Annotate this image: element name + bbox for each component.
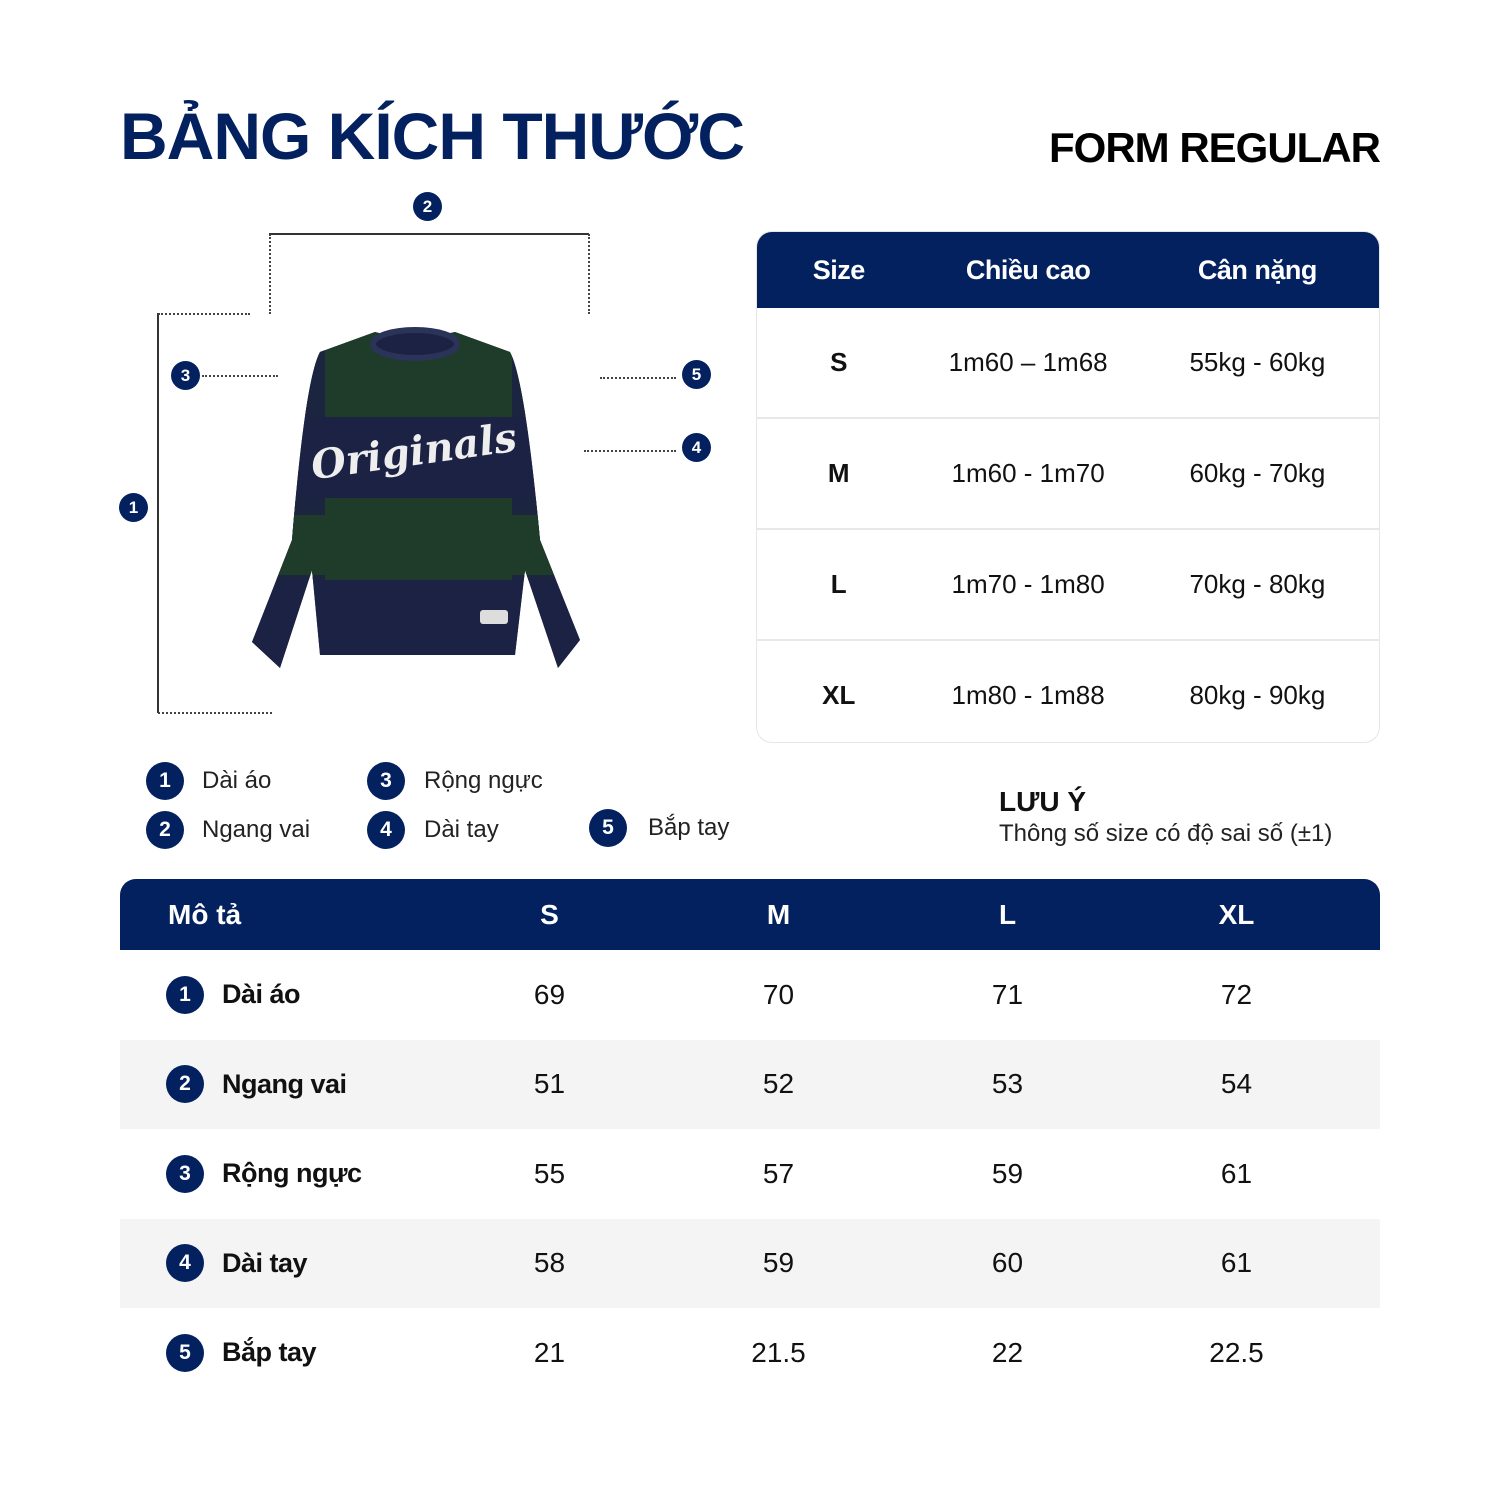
value-cell: 60: [991, 1247, 1024, 1279]
value-cell: 55: [533, 1157, 566, 1189]
value-cell: 61: [1220, 1157, 1253, 1189]
bicep-guide: [600, 377, 676, 379]
patch-label: [480, 610, 508, 624]
page-title: BẢNG KÍCH THƯỚC: [120, 99, 745, 173]
value-cell: 52: [762, 1068, 795, 1100]
height-cell: 1m80 - 1m88: [951, 680, 1105, 710]
header-size: Size: [812, 254, 866, 285]
value-cell: 21.5: [751, 1336, 806, 1368]
header-m: M: [766, 898, 791, 930]
length-guide-bottom: [158, 712, 272, 714]
description-cell: 2 Ngang vai: [120, 1065, 435, 1104]
value-cell: 22: [991, 1336, 1024, 1368]
shoulder-line: [269, 233, 589, 235]
size-fit-table: Size Chiều cao Cân nặng S 1m60 – 1m68 55kg…: [756, 231, 1380, 743]
value-cell: 70: [762, 978, 795, 1010]
height-cell: 1m70 - 1m80: [951, 569, 1105, 599]
legend-label: Dài áo: [202, 767, 272, 794]
description-cell: 5 Bắp tay: [120, 1333, 435, 1372]
value-cell: 57: [762, 1157, 795, 1189]
legend-badge-2: 2: [146, 811, 184, 849]
header-height: Chiều cao: [965, 254, 1091, 285]
legend-label: Rộng ngực: [424, 767, 543, 794]
legend-badge-3: 3: [367, 762, 405, 800]
value-cell: 51: [533, 1068, 566, 1100]
marker-2: 2: [413, 192, 442, 221]
header-xl: XL: [1218, 898, 1255, 930]
number-badge: 3: [166, 1154, 204, 1193]
height-cell: 1m60 – 1m68: [948, 347, 1108, 377]
size-cell: M: [827, 458, 850, 488]
measurement-row: 2 Ngang vai 51 52 53 54: [120, 1039, 1380, 1129]
sleeve-guide: [584, 450, 676, 452]
header-weight: Cân nặng: [1197, 254, 1318, 285]
legend-badge-1: 1: [146, 762, 184, 800]
number-badge: 1: [166, 975, 204, 1014]
shoulder-guide-left: [269, 234, 271, 314]
weight-cell: 55kg - 60kg: [1189, 347, 1326, 377]
measurement-label: Bắp tay: [222, 1337, 317, 1368]
number-badge: 2: [166, 1065, 204, 1104]
value-cell: 21: [533, 1336, 566, 1368]
value-cell: 53: [991, 1068, 1024, 1100]
description-cell: 4 Dài tay: [120, 1244, 435, 1283]
length-line: [157, 313, 159, 713]
measurement-label: Rộng ngực: [222, 1158, 362, 1189]
marker-4: 4: [682, 433, 711, 462]
measurement-table: Mô tả S M L XL 1 Dài áo 69 70 71 72 2 Ngang vai…: [120, 879, 1380, 1397]
weight-cell: 80kg - 90kg: [1189, 680, 1326, 710]
value-cell: 54: [1220, 1068, 1253, 1100]
legend-badge-4: 4: [367, 811, 405, 849]
number-badge: 5: [166, 1333, 204, 1372]
measurement-header: Mô tả S M L XL: [120, 879, 1380, 950]
weight-cell: 60kg - 70kg: [1189, 458, 1326, 488]
size-fit-header: Size Chiều cao Cân nặng: [757, 232, 1379, 308]
marker-5: 5: [682, 360, 711, 389]
description-cell: 1 Dài áo: [120, 975, 435, 1014]
legend-badge-5: 5: [589, 809, 627, 847]
legend-label: Ngang vai: [202, 816, 311, 843]
value-cell: 59: [991, 1157, 1024, 1189]
marker-1: 1: [119, 493, 148, 522]
measurement-label: Ngang vai: [222, 1068, 347, 1099]
legend-label: Bắp tay: [648, 814, 730, 841]
chest-guide: [202, 375, 278, 377]
measurement-label: Dài tay: [222, 1247, 308, 1278]
sweatshirt-image: Originals: [252, 327, 580, 668]
description-cell: 3 Rộng ngực: [120, 1154, 435, 1193]
measurement-row: 3 Rộng ngực 55 57 59 61: [120, 1129, 1380, 1219]
weight-cell: 70kg - 80kg: [1189, 569, 1326, 599]
height-cell: 1m60 - 1m70: [951, 458, 1105, 488]
size-fit-row: XL 1m80 - 1m88 80kg - 90kg: [757, 639, 1379, 742]
number-badge: 4: [166, 1244, 204, 1283]
length-guide-top: [158, 313, 250, 315]
header-s: S: [540, 898, 559, 930]
size-fit-row: M 1m60 - 1m70 60kg - 70kg: [757, 417, 1379, 528]
value-cell: 69: [533, 978, 566, 1010]
note-text: Thông số size có độ sai số (±1): [999, 820, 1333, 847]
size-cell: S: [830, 347, 848, 377]
marker-3: 3: [171, 361, 200, 390]
value-cell: 72: [1220, 978, 1253, 1010]
value-cell: 58: [533, 1247, 566, 1279]
size-cell: L: [830, 569, 847, 599]
size-cell: XL: [822, 680, 856, 710]
value-cell: 22.5: [1209, 1336, 1264, 1368]
measurement-row: 4 Dài tay 58 59 60 61: [120, 1218, 1380, 1308]
shoulder-guide-right: [588, 234, 590, 314]
header-l: L: [998, 898, 1017, 930]
size-fit-row: S 1m60 – 1m68 55kg - 60kg: [757, 308, 1379, 417]
value-cell: 71: [991, 978, 1024, 1010]
measurement-row: 5 Bắp tay 21 21.5 22 22.5: [120, 1308, 1380, 1397]
value-cell: 61: [1220, 1247, 1253, 1279]
measurement-label: Dài áo: [222, 979, 301, 1010]
measurement-row: 1 Dài áo 69 70 71 72: [120, 950, 1380, 1040]
form-label: FORM REGULAR: [1049, 124, 1381, 171]
legend-label: Dài tay: [424, 816, 499, 843]
value-cell: 59: [762, 1247, 795, 1279]
size-fit-row: L 1m70 - 1m80 70kg - 80kg: [757, 528, 1379, 639]
header-description: Mô tả: [168, 898, 242, 930]
note-title: LƯU Ý: [999, 786, 1087, 817]
